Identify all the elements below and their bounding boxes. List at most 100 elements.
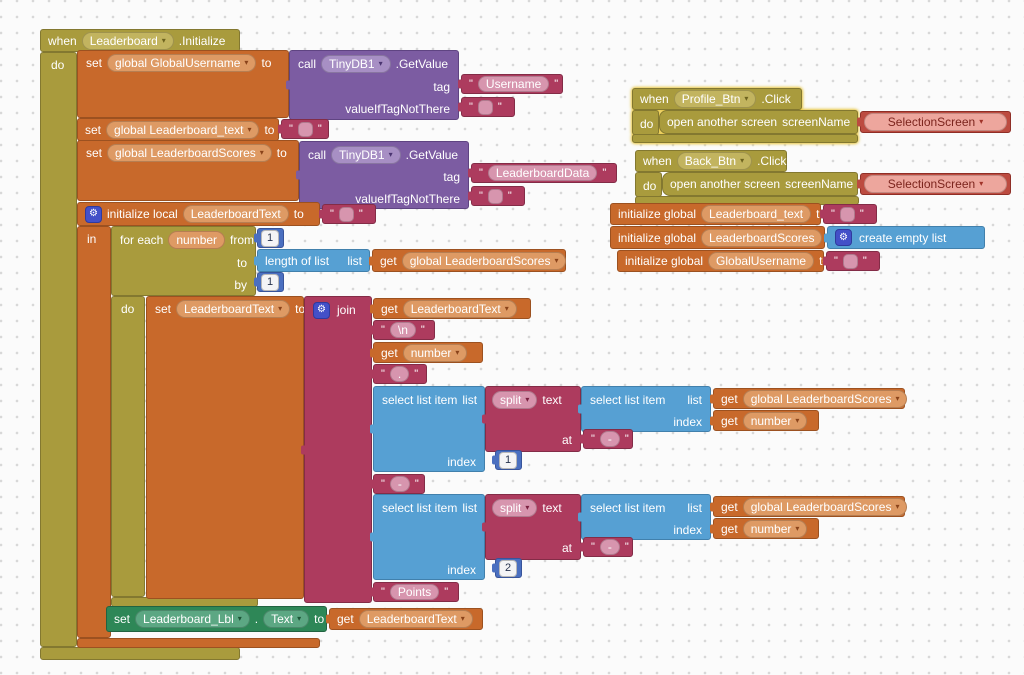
text-block-username[interactable]: " Username " xyxy=(461,74,563,94)
number-field[interactable]: 2 xyxy=(499,559,518,577)
split-block-2[interactable]: split ▾ text at xyxy=(485,494,581,560)
screen-dropdown[interactable]: SelectionScreen ▾ xyxy=(864,113,1007,131)
split-block-1[interactable]: split ▾ text at xyxy=(485,386,581,452)
screen-dropdown[interactable]: SelectionScreen ▾ xyxy=(864,175,1007,193)
initialize-local-block[interactable]: ⚙ initialize local LeaderboardText to xyxy=(77,202,320,226)
variable-dropdown[interactable]: number ▾ xyxy=(742,411,808,430)
empty-text-block[interactable]: " " xyxy=(281,119,329,139)
when-leaderboard-bottom[interactable] xyxy=(40,647,240,660)
when-back-btn-spine[interactable]: do xyxy=(635,172,662,197)
empty-text-block[interactable]: " " xyxy=(322,204,376,224)
set-global-leaderboard-text-block[interactable]: set global Leaderboard_text ▾ to xyxy=(77,118,279,141)
initialize-local-spine[interactable]: in xyxy=(77,226,111,638)
text-field[interactable]: Points xyxy=(389,584,440,600)
empty-text-field[interactable] xyxy=(338,206,354,222)
number-field[interactable]: 1 xyxy=(261,229,280,247)
empty-text-block[interactable]: " " xyxy=(823,204,877,224)
get-number-block[interactable]: get number ▾ xyxy=(373,342,483,363)
local-variable-name-field[interactable]: LeaderboardText xyxy=(182,205,289,223)
number-field[interactable]: 1 xyxy=(499,451,518,469)
text-block-period[interactable]: " . " xyxy=(373,364,427,384)
property-dropdown[interactable]: Text ▾ xyxy=(263,610,310,628)
variable-dropdown[interactable]: number ▾ xyxy=(742,519,808,538)
screen-name-block-selectionscreen[interactable]: SelectionScreen ▾ xyxy=(860,173,1011,195)
when-profile-btn-click-block[interactable]: when Profile_Btn ▾ .Click xyxy=(632,88,802,110)
variable-dropdown[interactable]: global LeaderboardScores ▾ xyxy=(742,497,908,516)
when-profile-btn-spine[interactable]: do xyxy=(632,110,659,135)
for-each-do-spine[interactable]: do xyxy=(111,296,145,597)
get-leaderboard-text-block[interactable]: get LeaderboardText ▾ xyxy=(373,298,531,319)
initialize-global-globalusername-block[interactable]: initialize global GlobalUsername to xyxy=(617,250,829,272)
variable-dropdown[interactable]: number ▾ xyxy=(402,343,468,362)
number-block-from[interactable]: 1 xyxy=(257,228,284,248)
number-field[interactable]: 1 xyxy=(261,273,280,291)
number-block-index-2[interactable]: 2 xyxy=(495,558,522,578)
global-variable-name-field[interactable]: Leaderboard_text xyxy=(701,205,812,223)
text-block-dash[interactable]: " - " xyxy=(373,474,425,494)
set-global-leaderboard-scores-block[interactable]: set global LeaderboardScores ▾ to xyxy=(77,140,299,201)
screen-name-block-selectionscreen[interactable]: SelectionScreen ▾ xyxy=(860,111,1011,133)
text-block-newline[interactable]: " \n " xyxy=(373,320,435,340)
variable-dropdown[interactable]: global Leaderboard_text ▾ xyxy=(106,120,260,139)
loop-variable-field[interactable]: number xyxy=(168,231,226,249)
text-block-dash[interactable]: " - " xyxy=(583,537,633,557)
empty-text-field[interactable] xyxy=(487,188,503,204)
component-dropdown[interactable]: TinyDB1 ▾ xyxy=(331,146,401,164)
mutator-gear-icon[interactable]: ⚙ xyxy=(835,229,852,246)
open-another-screen-block-2[interactable]: open another screen screenName xyxy=(662,172,858,196)
get-global-leaderboard-scores-block[interactable]: get global LeaderboardScores ▾ xyxy=(713,388,908,409)
variable-dropdown[interactable]: global LeaderboardScores ▾ xyxy=(742,389,908,408)
text-field[interactable]: LeaderboardData xyxy=(487,165,598,181)
split-dropdown[interactable]: split ▾ xyxy=(492,499,538,517)
text-block-leaderboarddata[interactable]: " LeaderboardData " xyxy=(471,163,617,183)
component-dropdown[interactable]: Leaderboard ▾ xyxy=(81,31,174,50)
set-local-leaderboard-text-block[interactable]: set LeaderboardText ▾ to xyxy=(146,296,305,599)
get-number-block[interactable]: get number ▾ xyxy=(713,518,819,539)
empty-text-block[interactable]: " " xyxy=(461,97,515,117)
when-leaderboard-spine[interactable]: do xyxy=(40,52,77,647)
get-leaderboard-text-block[interactable]: get LeaderboardText ▾ xyxy=(329,608,483,630)
text-block-points[interactable]: " Points " xyxy=(373,582,459,602)
get-number-block[interactable]: get number ▾ xyxy=(713,410,819,431)
select-list-item-inner-block-1[interactable]: select list item list index xyxy=(581,386,711,432)
empty-text-field[interactable] xyxy=(842,253,858,269)
text-field[interactable]: . xyxy=(389,366,410,382)
component-dropdown[interactable]: Leaderboard_Lbl ▾ xyxy=(135,610,250,628)
for-each-block[interactable]: for each number from to by xyxy=(111,226,256,296)
text-field[interactable]: \n xyxy=(389,322,416,338)
when-profile-btn-bottom[interactable] xyxy=(632,134,858,143)
create-empty-list-block[interactable]: ⚙ create empty list xyxy=(827,226,985,249)
initialize-global-leaderboard-scores-block[interactable]: initialize global LeaderboardScores to xyxy=(610,226,837,249)
select-list-item-block-2[interactable]: select list item list index xyxy=(373,494,485,580)
select-list-item-block-1[interactable]: select list item list index xyxy=(373,386,485,472)
text-block-dash[interactable]: " - " xyxy=(583,429,633,449)
global-variable-name-field[interactable]: LeaderboardScores xyxy=(701,228,823,247)
select-list-item-inner-block-2[interactable]: select list item list index xyxy=(581,494,711,540)
component-dropdown[interactable]: TinyDB1 ▾ xyxy=(321,55,391,73)
number-block-index-1[interactable]: 1 xyxy=(495,450,522,470)
variable-dropdown[interactable]: global LeaderboardScores ▾ xyxy=(401,251,567,270)
empty-text-field[interactable] xyxy=(477,99,493,115)
when-leaderboard-initialize-block[interactable]: when Leaderboard ▾ .Initialize xyxy=(40,29,240,52)
split-dropdown[interactable]: split ▾ xyxy=(492,391,538,409)
empty-text-block[interactable]: " " xyxy=(826,251,880,271)
set-leaderboard-lbl-text-block[interactable]: set Leaderboard_Lbl ▾ . Text ▾ to xyxy=(106,606,327,632)
empty-text-field[interactable] xyxy=(297,121,313,137)
variable-dropdown[interactable]: LeaderboardText ▾ xyxy=(176,300,291,318)
join-block[interactable]: ⚙ join xyxy=(304,296,372,603)
empty-text-field[interactable] xyxy=(839,206,855,222)
length-of-list-block[interactable]: length of list list xyxy=(257,249,370,272)
get-global-leaderboard-scores-block[interactable]: get global LeaderboardScores ▾ xyxy=(372,249,567,272)
when-back-btn-click-block[interactable]: when Back_Btn ▾ .Click xyxy=(635,150,787,172)
variable-dropdown[interactable]: LeaderboardText ▾ xyxy=(402,299,517,318)
mutator-gear-icon[interactable]: ⚙ xyxy=(85,205,102,223)
call-tinydb-getvalue-block-1[interactable]: call TinyDB1 ▾ .GetValue tag valueIfTagNo… xyxy=(289,50,459,120)
global-variable-name-field[interactable]: GlobalUsername xyxy=(708,252,815,270)
open-another-screen-block-1[interactable]: open another screen screenName xyxy=(659,110,858,134)
call-tinydb-getvalue-block-2[interactable]: call TinyDB1 ▾ .GetValue tag valueIfTagNo… xyxy=(299,141,469,209)
initialize-local-bottom[interactable] xyxy=(77,638,320,648)
get-global-leaderboard-scores-block[interactable]: get global LeaderboardScores ▾ xyxy=(713,496,908,517)
component-dropdown[interactable]: Back_Btn ▾ xyxy=(676,152,753,170)
number-block-by[interactable]: 1 xyxy=(257,272,284,292)
